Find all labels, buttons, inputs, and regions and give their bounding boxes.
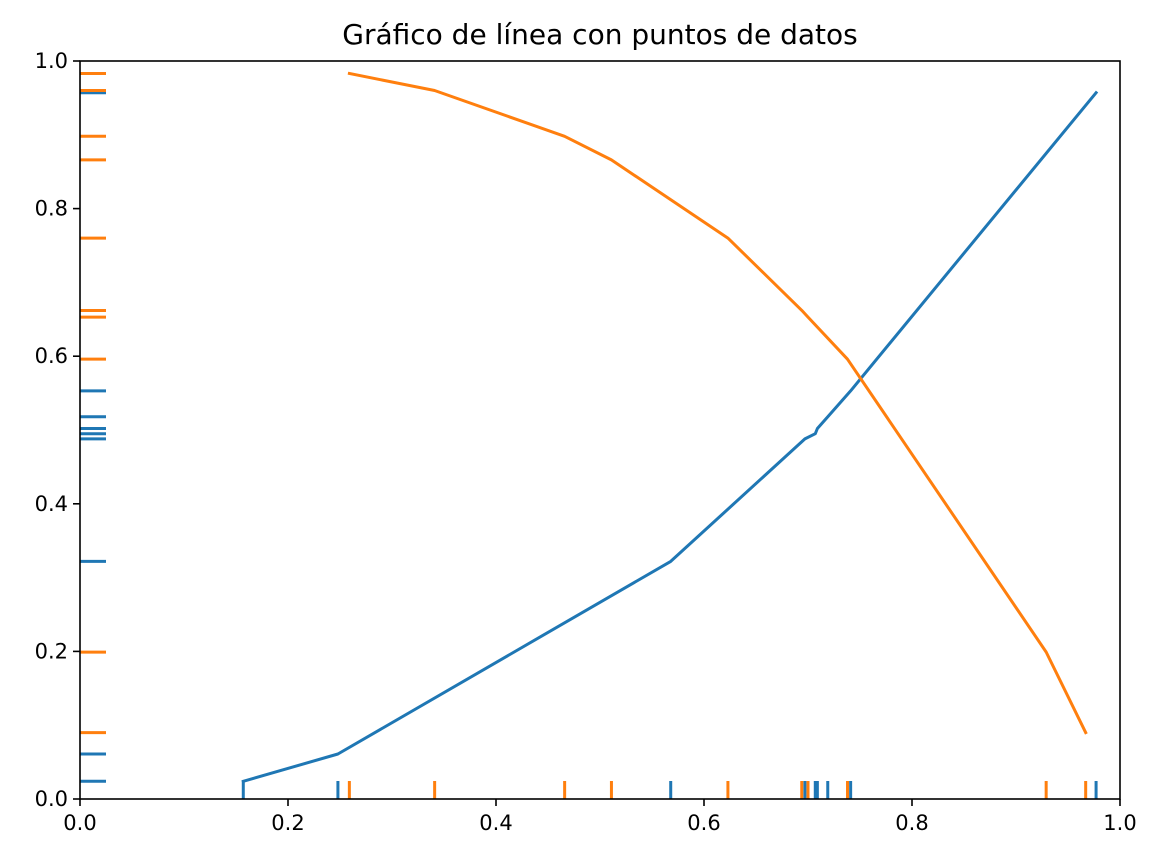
series-1-line [241,90,1099,784]
y-tick-label: 0.4 [35,492,68,516]
x-tick-label: 0.2 [271,811,304,835]
series-1 [80,90,1099,799]
x-axis: 0.0 0.2 0.4 0.6 0.8 1.0 [63,799,1137,835]
y-tick-label: 1.0 [35,49,68,73]
x-tick-label: 0.6 [687,811,720,835]
plot-area [80,71,1099,799]
x-tick-label: 0.4 [479,811,512,835]
x-tick-label: 0.8 [895,811,928,835]
y-tick-label: 0.0 [35,787,68,811]
y-tick-label: 0.2 [35,639,68,663]
series-2-line [347,71,1088,735]
x-tick-label: 1.0 [1103,811,1136,835]
y-tick-label: 0.8 [35,197,68,221]
y-tick-label: 0.6 [35,344,68,368]
x-tick-label: 0.0 [63,811,96,835]
series-2 [80,71,1088,799]
chart-title: Gráfico de línea con puntos de datos [342,18,857,51]
y-axis: 0.0 0.2 0.4 0.6 0.8 1.0 [35,49,80,811]
axes-frame [79,60,1121,800]
